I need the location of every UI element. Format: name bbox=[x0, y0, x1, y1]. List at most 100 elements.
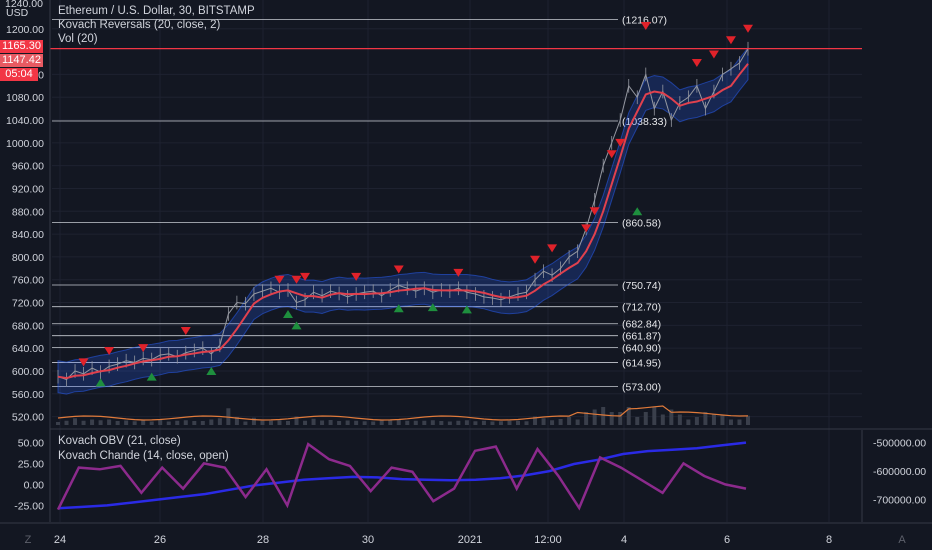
indicator-legend-reversals[interactable]: Kovach Reversals (20, close, 2) bbox=[58, 19, 221, 31]
volume-bar bbox=[56, 422, 60, 425]
volume-bar bbox=[558, 419, 563, 425]
volume-bar bbox=[166, 421, 171, 425]
volume-bar bbox=[379, 420, 384, 425]
volume-bar bbox=[643, 412, 648, 425]
countdown-badge: 05:04 bbox=[0, 68, 38, 81]
volume-bar bbox=[490, 421, 495, 425]
volume-bar bbox=[354, 420, 359, 425]
volume-bar bbox=[669, 409, 674, 425]
buy-signal-marker bbox=[283, 309, 293, 318]
volume-ma-line bbox=[57, 405, 749, 421]
volume-bar bbox=[268, 420, 273, 425]
volume-bar bbox=[550, 420, 555, 425]
level-label: (1216.07) bbox=[622, 15, 667, 27]
chande-line bbox=[56, 442, 747, 511]
corner-label-left: Z bbox=[25, 534, 32, 546]
buy-signal-marker bbox=[146, 372, 157, 381]
volume-bar bbox=[81, 420, 86, 425]
obv-axis-tick: -700000.00 bbox=[873, 495, 926, 507]
level-label: (640.90) bbox=[622, 343, 661, 355]
volume-bar bbox=[149, 421, 154, 425]
volume-bar bbox=[320, 420, 325, 425]
sell-signal-marker bbox=[300, 272, 311, 281]
volume-bar bbox=[541, 418, 546, 425]
volume-bar bbox=[200, 421, 205, 425]
volume-bar bbox=[618, 412, 623, 425]
price-axis-tick: 760.00 bbox=[12, 275, 44, 287]
volume-bar bbox=[371, 421, 376, 425]
sell-signal-marker bbox=[180, 327, 191, 336]
volume-bar bbox=[694, 417, 699, 425]
indicator-legend-chande[interactable]: Kovach Chande (14, close, open) bbox=[58, 450, 229, 462]
lower-pane bbox=[0, 428, 932, 511]
volume-bar bbox=[447, 421, 452, 425]
volume-bar bbox=[192, 421, 197, 425]
level-label: (712.70) bbox=[622, 302, 661, 314]
lower-axis-tick: -25.00 bbox=[14, 500, 44, 512]
volume-bar bbox=[456, 420, 461, 425]
time-axis-tick: 2021 bbox=[458, 534, 482, 546]
volume-bar bbox=[98, 420, 103, 425]
volume-bar bbox=[217, 418, 222, 425]
sell-signal-marker bbox=[351, 272, 362, 281]
volume-bar bbox=[703, 412, 708, 425]
moving-average bbox=[57, 63, 749, 380]
price-axis-tick: 840.00 bbox=[12, 229, 44, 241]
symbol-title[interactable]: Ethereum / U.S. Dollar, 30, BITSTAMP bbox=[58, 5, 255, 17]
volume-bar bbox=[737, 419, 742, 425]
volume-bar bbox=[498, 421, 503, 425]
volume-bar bbox=[73, 418, 78, 425]
volume-bar bbox=[584, 412, 589, 425]
kovach-band bbox=[57, 46, 749, 395]
level-label: (661.87) bbox=[622, 331, 661, 343]
volume-bar bbox=[728, 419, 733, 425]
price-axis-tick: 520.00 bbox=[12, 412, 44, 424]
volume-bar bbox=[277, 420, 282, 425]
volume-bar bbox=[362, 421, 367, 425]
volume-bar bbox=[175, 420, 180, 425]
price-axis-tick: 600.00 bbox=[12, 366, 44, 378]
sell-signal-marker bbox=[743, 24, 753, 33]
level-label: (860.58) bbox=[622, 217, 661, 229]
volume-bar bbox=[635, 417, 640, 425]
time-axis-tick: 24 bbox=[54, 534, 66, 546]
obv-line bbox=[57, 441, 747, 510]
indicator-legend-obv[interactable]: Kovach OBV (21, close) bbox=[58, 435, 181, 447]
lower-axis-tick: 0.00 bbox=[24, 479, 45, 491]
sell-signal-marker bbox=[453, 268, 464, 277]
indicator-legend-volume[interactable]: Vol (20) bbox=[58, 33, 98, 45]
sell-signal-marker bbox=[138, 344, 149, 353]
volume-bar bbox=[234, 417, 239, 425]
sell-signal-marker bbox=[640, 21, 651, 30]
volume-bar bbox=[473, 421, 478, 425]
volume-bar bbox=[609, 412, 614, 425]
corner-label-right: A bbox=[898, 534, 906, 546]
sell-signal-marker bbox=[606, 150, 617, 159]
volume-bar bbox=[720, 414, 725, 425]
lower-axis-tick: 25.00 bbox=[18, 458, 44, 470]
reversal-signals bbox=[78, 21, 753, 387]
volume-bar bbox=[183, 420, 188, 425]
sell-signal-marker bbox=[530, 255, 541, 264]
price-axis-tick: 1200.00 bbox=[6, 24, 44, 36]
volume-bar bbox=[422, 420, 427, 425]
sell-signal-marker bbox=[291, 275, 302, 284]
volume-bar bbox=[158, 420, 163, 425]
volume-bar bbox=[209, 419, 214, 425]
time-axis-tick: 4 bbox=[621, 534, 627, 546]
buy-signal-marker bbox=[461, 305, 472, 314]
price-axis-top-label: 1240.00 bbox=[5, 0, 43, 10]
volume-bar bbox=[243, 421, 248, 425]
volume-bar bbox=[115, 421, 120, 425]
grid-lines bbox=[52, 0, 862, 522]
level-label: (614.95) bbox=[622, 357, 661, 369]
price-axis-tick: 1080.00 bbox=[6, 92, 44, 104]
sell-signal-marker bbox=[78, 358, 89, 367]
price-axis-tick: 880.00 bbox=[12, 206, 44, 218]
time-axis-tick: 12:00 bbox=[534, 534, 562, 546]
volume-bar bbox=[303, 420, 308, 425]
price-axis-tick: 960.00 bbox=[12, 161, 44, 173]
volume-bar bbox=[439, 421, 444, 425]
